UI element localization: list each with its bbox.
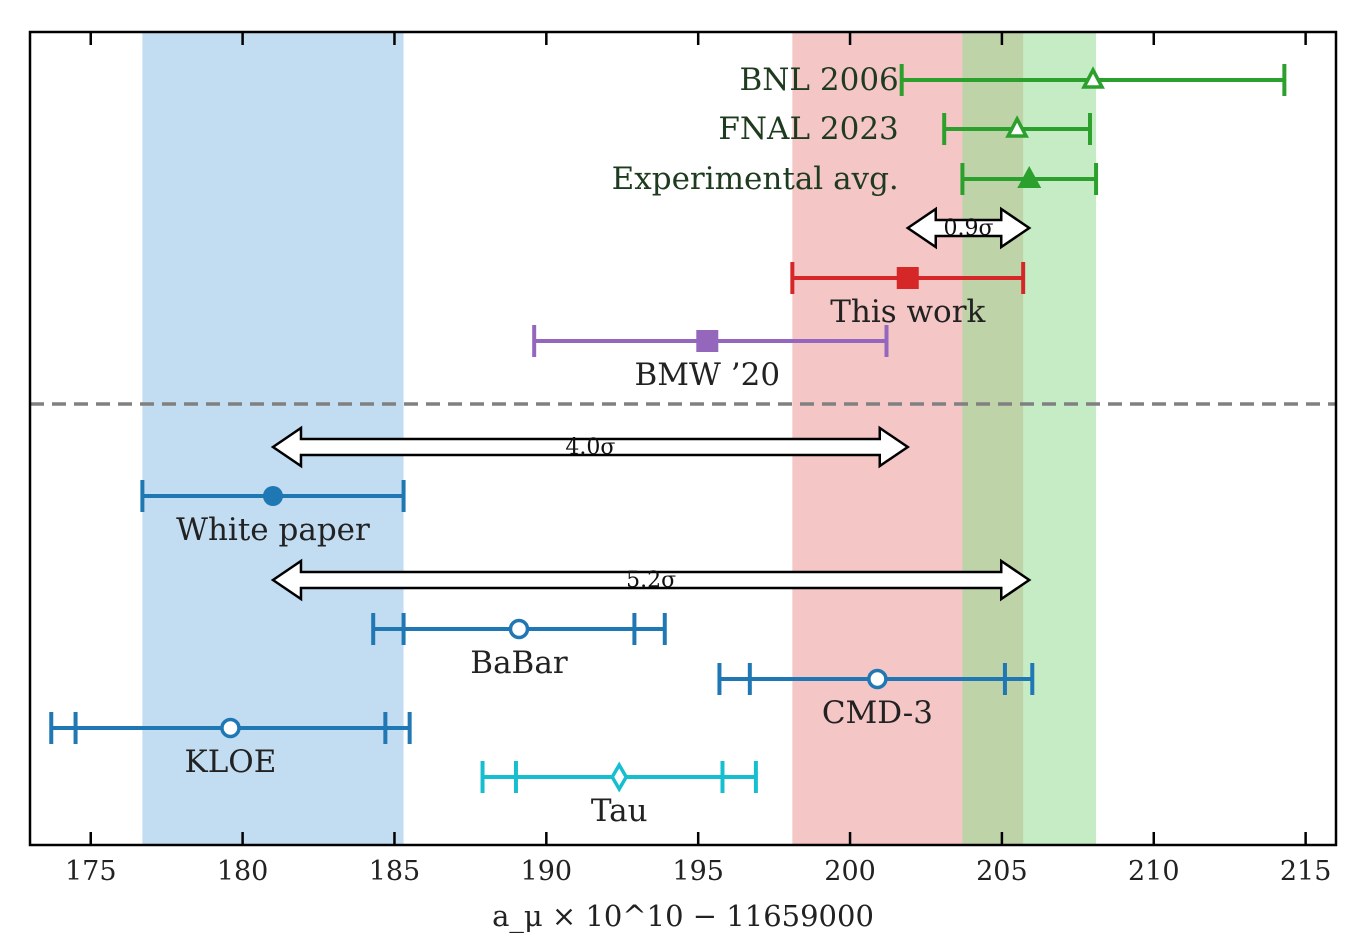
label-experimental-avg: Experimental avg. <box>612 161 899 197</box>
xtick-label-195: 195 <box>672 856 724 887</box>
marker-cmd-3 <box>867 668 888 690</box>
xtick-label-190: 190 <box>521 856 573 887</box>
point-fnal-2023: FNAL 2023 <box>718 111 1092 147</box>
marker-bmw-20 <box>696 330 719 352</box>
point-this-work: This work <box>790 262 1026 330</box>
label-cmd-3: CMD-3 <box>822 695 933 731</box>
tension-label-1: 4.0σ <box>565 435 615 460</box>
xtick-label-175: 175 <box>65 856 117 887</box>
label-kloe: KLOE <box>185 744 277 780</box>
marker-babar <box>508 618 530 640</box>
points-layer: BNL 2006 FNAL 2023 Experimental avg. This w… <box>49 62 1287 829</box>
xtick-label-205: 205 <box>976 856 1028 887</box>
xtick-label-185: 185 <box>369 856 421 887</box>
xtick-label-200: 200 <box>824 856 876 887</box>
marker-white-paper <box>262 486 283 506</box>
marker-this-work <box>896 267 919 289</box>
label-babar: BaBar <box>470 645 568 681</box>
xtick-label-210: 210 <box>1128 856 1180 887</box>
point-kloe: KLOE <box>49 712 412 780</box>
label-fnal-2023: FNAL 2023 <box>718 111 898 147</box>
marker-experimental-avg <box>1017 166 1042 188</box>
point-experimental-avg: Experimental avg. <box>612 161 1099 197</box>
point-bnl-2006: BNL 2006 <box>740 62 1287 98</box>
xtick-label-215: 215 <box>1280 856 1332 887</box>
plot-frame <box>28 30 1338 847</box>
tension-label-2: 5.2σ <box>626 568 676 593</box>
label-this-work: This work <box>830 294 985 330</box>
label-tau: Tau <box>591 793 648 829</box>
marker-tau <box>610 761 629 793</box>
tension-arrow-0 <box>905 206 1032 250</box>
tension-arrow-2 <box>270 558 1032 602</box>
tension-arrow-1 <box>270 425 910 469</box>
label-bnl-2006: BNL 2006 <box>740 62 899 98</box>
xtick-label-180: 180 <box>217 856 269 887</box>
point-cmd-3: CMD-3 <box>717 663 1035 731</box>
tension-arrows-layer: 0.9σ 4.0σ 5.2σ <box>270 206 1032 602</box>
point-babar: BaBar <box>371 613 667 681</box>
x-axis-label: a_μ × 10^10 − 11659000 <box>492 899 874 934</box>
marker-kloe <box>220 717 241 739</box>
point-white-paper: White paper <box>140 480 406 548</box>
tension-label-0: 0.9σ <box>943 216 993 241</box>
marker-fnal-2023 <box>1005 115 1029 138</box>
label-white-paper: White paper <box>176 512 370 548</box>
marker-bnl-2006 <box>1081 66 1105 89</box>
point-tau: Tau <box>480 761 758 829</box>
point-bmw-20: BMW ’20 <box>532 325 889 393</box>
label-bmw-20: BMW ’20 <box>635 357 781 393</box>
ticks-layer: 175 180 185 190 195 200 205 210 215 <box>65 32 1331 887</box>
band-overlap <box>962 32 1024 845</box>
